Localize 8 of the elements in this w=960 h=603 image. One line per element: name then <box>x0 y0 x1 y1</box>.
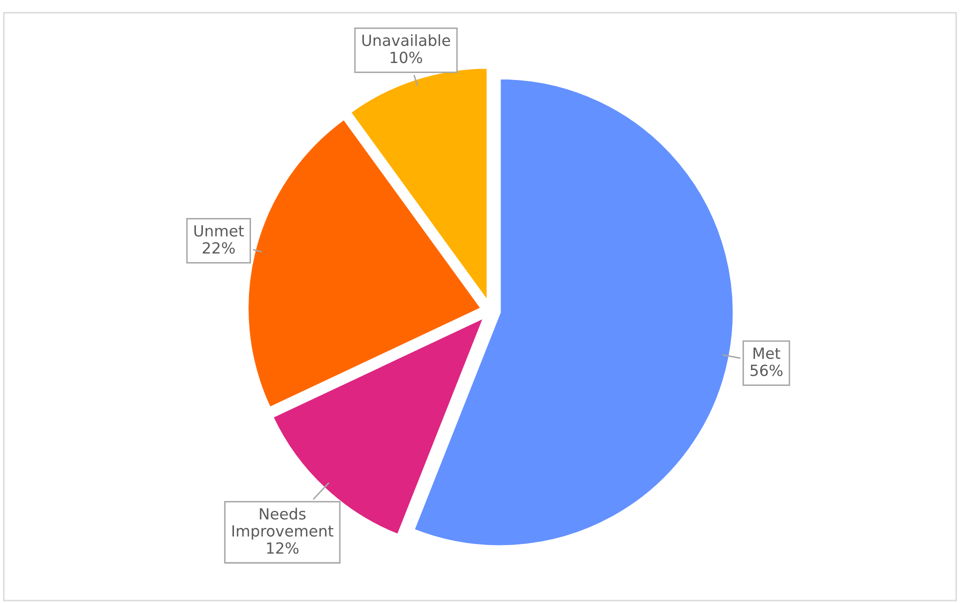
data-label: 22% <box>202 242 235 254</box>
slice-label: Met <box>754 348 780 360</box>
slice-label: Unmet <box>194 225 244 237</box>
slice-label: Unavailable <box>362 34 450 46</box>
slice-label: Needs Improvement <box>232 508 334 540</box>
data-label: 56% <box>750 364 782 376</box>
data-label: 10% <box>390 52 422 64</box>
data-label: 12% <box>267 542 298 554</box>
